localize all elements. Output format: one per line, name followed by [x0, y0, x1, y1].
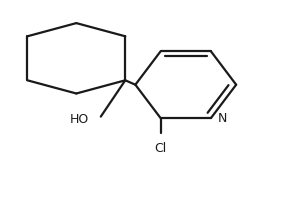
Text: HO: HO	[70, 113, 89, 126]
Text: N: N	[218, 112, 228, 125]
Text: Cl: Cl	[154, 142, 167, 155]
